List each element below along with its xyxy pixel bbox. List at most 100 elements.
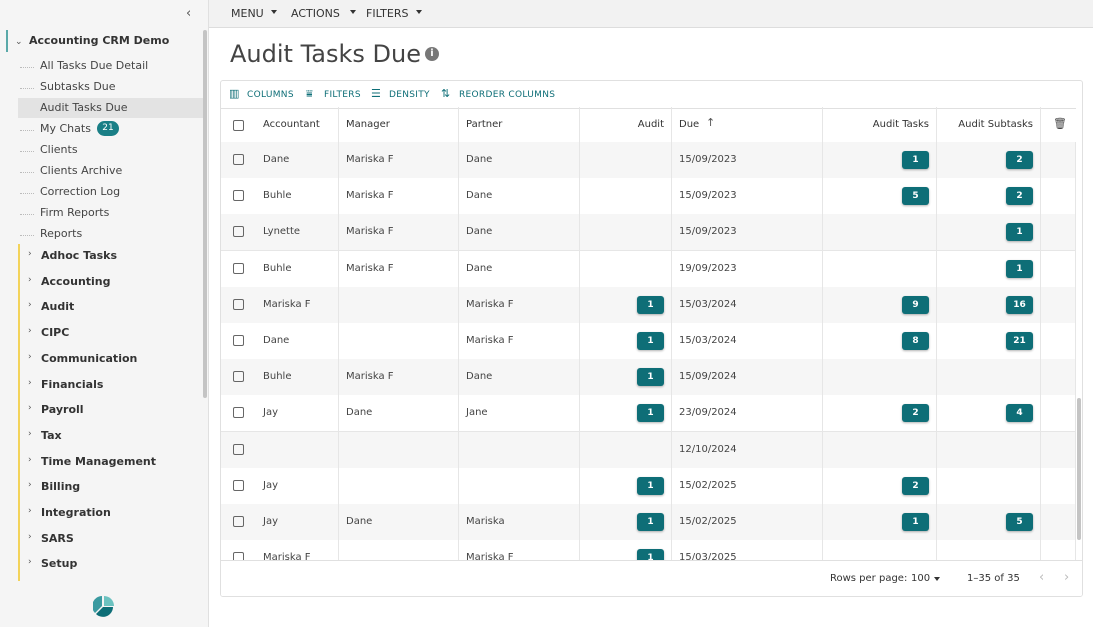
column-header[interactable]: Accountant	[256, 107, 339, 143]
chevron: ›	[28, 326, 32, 337]
nav-group[interactable]: Tax	[41, 428, 62, 442]
count-badge[interactable]: 5	[902, 187, 929, 206]
row-checkbox[interactable]	[233, 335, 244, 346]
menu-button[interactable]: ACTIONS	[291, 7, 340, 20]
delete-icon[interactable]: 🗑	[1053, 117, 1067, 130]
count-badge[interactable]: 2	[902, 404, 929, 423]
count-badge[interactable]: 1	[637, 549, 664, 560]
nav-group[interactable]: Setup	[41, 557, 78, 571]
row-checkbox[interactable]	[233, 154, 244, 165]
toolbar-button[interactable]: REORDER COLUMNS	[459, 90, 556, 100]
nav-item[interactable]: All Tasks Due Detail	[40, 59, 149, 72]
count-badge[interactable]: 1	[1006, 223, 1033, 242]
row-checkbox[interactable]	[233, 479, 244, 491]
dropdown-arrow	[350, 10, 356, 17]
tree-line	[20, 214, 34, 215]
nav-group[interactable]: Time Management	[41, 454, 156, 468]
count-badge[interactable]: 4	[1006, 404, 1033, 423]
toolbar-icon: ☰	[371, 87, 382, 100]
nav-group[interactable]: Financials	[41, 377, 104, 391]
footer	[221, 560, 1082, 596]
menu-button[interactable]: FILTERS	[366, 7, 409, 20]
count-badge[interactable]: 1	[637, 404, 664, 423]
toolbar-button[interactable]: COLUMNS	[247, 90, 294, 100]
row-checkbox[interactable]	[233, 516, 244, 527]
count-badge[interactable]: 21	[1006, 332, 1033, 350]
count-badge[interactable]: 1	[637, 295, 664, 314]
column-header[interactable]: Audit Subtasks	[937, 107, 1041, 143]
root-item[interactable]: Accounting CRM Demo	[29, 34, 170, 47]
column-header[interactable]: Due	[672, 107, 823, 143]
nav-group[interactable]: Integration	[41, 506, 111, 519]
nav-item[interactable]: Clients	[40, 143, 78, 156]
table-cell: 5	[823, 178, 937, 215]
count-badge[interactable]: 1	[1006, 259, 1033, 278]
nav-group[interactable]: Audit	[41, 300, 75, 314]
column-header[interactable]: Partner	[459, 107, 580, 143]
row-checkbox[interactable]	[233, 443, 244, 455]
rows-per-page-select[interactable]: 100	[911, 573, 931, 584]
nav-group[interactable]: Accounting	[41, 274, 111, 288]
row-checkbox[interactable]	[233, 226, 244, 238]
nav-group[interactable]: Billing	[41, 480, 81, 494]
prev-page[interactable]: ‹	[1039, 570, 1045, 585]
count-badge[interactable]: 1	[637, 513, 664, 531]
table-cell	[937, 431, 1041, 468]
nav-item[interactable]: Clients Archive	[40, 164, 123, 177]
nav-item[interactable]: Subtasks Due	[40, 80, 116, 93]
column-header[interactable]: Manager	[339, 107, 459, 143]
row-checkbox[interactable]	[233, 298, 244, 310]
row-checkbox[interactable]	[233, 262, 244, 274]
count-badge[interactable]: 1	[902, 513, 929, 531]
count-badge[interactable]: 16	[1006, 295, 1033, 314]
info-icon[interactable]: i	[425, 47, 439, 61]
rows-per-page-label: Rows per page:	[830, 573, 908, 584]
table-scrollbar	[1077, 398, 1081, 540]
count-badge[interactable]: 1	[637, 476, 664, 495]
select-all-checkbox[interactable]	[233, 120, 244, 131]
table-cell	[823, 359, 937, 396]
toolbar-icon: ⇅	[441, 87, 451, 100]
count-badge[interactable]: 5	[1006, 513, 1033, 531]
table-cell: 19/09/2023	[672, 250, 823, 287]
toolbar-button[interactable]: FILTERS	[324, 90, 361, 100]
count-badge[interactable]: 9	[902, 295, 929, 314]
count-badge[interactable]: 8	[902, 332, 929, 350]
table-row	[221, 142, 1076, 179]
toolbar-button[interactable]: DENSITY	[389, 90, 430, 100]
nav-item[interactable]: Audit Tasks Due	[40, 101, 128, 114]
menu-button[interactable]: MENU	[231, 7, 264, 20]
nav-group[interactable]: CIPC	[41, 326, 70, 340]
row-checkbox[interactable]	[233, 407, 244, 419]
row-checkbox[interactable]	[233, 371, 244, 383]
chevron: ›	[28, 531, 32, 542]
nav-item[interactable]: Correction Log	[40, 185, 121, 198]
table-cell	[1041, 467, 1076, 504]
row-checkbox[interactable]	[233, 190, 244, 202]
row-checkbox[interactable]	[233, 552, 244, 560]
collapse-button[interactable]: ‹	[186, 6, 192, 21]
column-header[interactable]: Audit Tasks	[823, 107, 937, 143]
count-badge[interactable]: 1	[637, 368, 664, 387]
next-page[interactable]: ›	[1064, 570, 1070, 585]
nav-group[interactable]: Payroll	[41, 403, 84, 417]
count-badge[interactable]: 2	[1006, 187, 1033, 206]
table-cell	[339, 540, 459, 560]
nav-group[interactable]: Communication	[41, 351, 138, 365]
nav-item[interactable]: My Chats	[40, 122, 91, 135]
table-cell: Dane	[256, 323, 339, 359]
nav-group[interactable]: SARS	[41, 531, 74, 545]
column-header[interactable]: Audit	[580, 107, 672, 143]
table-cell: 1	[937, 214, 1041, 251]
count-badge[interactable]: 2	[902, 476, 929, 495]
table-cell	[937, 359, 1041, 396]
table-cell	[1041, 359, 1076, 396]
nav-item[interactable]: Firm Reports	[40, 206, 110, 219]
nav-group[interactable]: Adhoc Tasks	[41, 249, 118, 262]
count-badge[interactable]: 2	[1006, 151, 1033, 169]
count-badge[interactable]: 1	[902, 151, 929, 169]
table-cell: Lynette	[256, 214, 339, 251]
table-cell: Dane	[339, 504, 459, 540]
nav-item[interactable]: Reports	[40, 227, 83, 240]
count-badge[interactable]: 1	[637, 332, 664, 350]
